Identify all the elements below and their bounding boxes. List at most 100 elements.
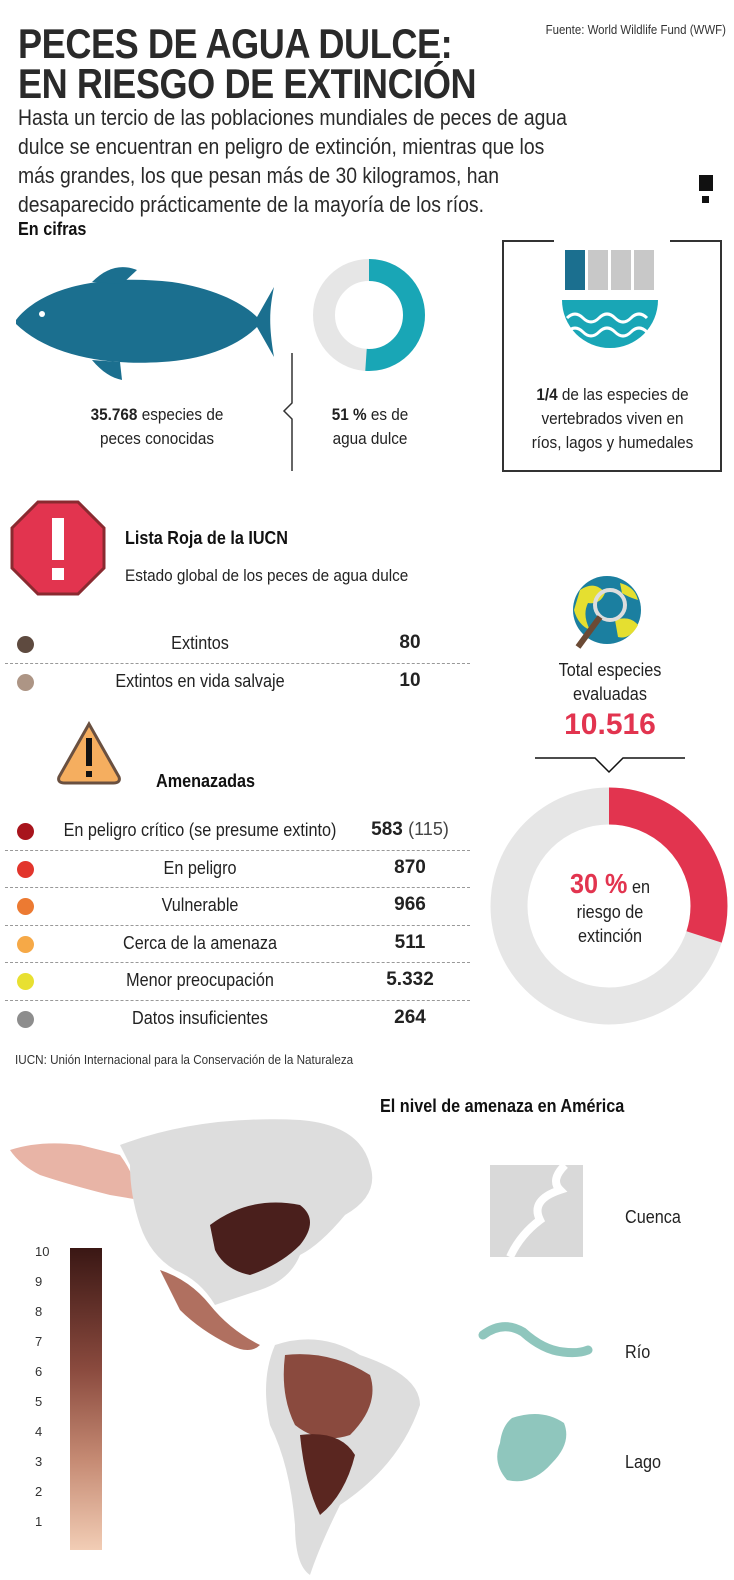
status-dot-icon — [17, 823, 34, 840]
status-label: Datos insuficientes — [132, 1007, 268, 1028]
status-label: Vulnerable — [161, 895, 239, 915]
total-label-2: evaluadas — [573, 684, 647, 704]
map-title: El nivel de amenaza en América — [380, 1096, 625, 1116]
status-row: Extintos en vida salvaje 10 — [0, 665, 470, 702]
species-text-2: peces conocidas — [100, 429, 214, 448]
status-row: En peligro crítico (se presume extinto) … — [0, 814, 470, 851]
scale-label: 1 — [35, 1514, 43, 1529]
vertebrates-value: 1/4 — [536, 385, 558, 404]
status-value: 80 — [355, 632, 465, 654]
status-label: En peligro — [163, 857, 237, 878]
scale-label: 7 — [35, 1334, 43, 1349]
status-value: 5.332 — [355, 969, 465, 991]
status-count: 264 — [394, 1006, 426, 1028]
america-threat-map — [10, 1119, 420, 1575]
scale-label: 5 — [35, 1394, 43, 1409]
lake-legend-icon — [497, 1414, 567, 1482]
total-label-1: Total especies — [558, 660, 662, 680]
status-dot-icon — [17, 973, 34, 990]
vertebrates-box — [502, 240, 722, 472]
scale-label: 6 — [35, 1364, 43, 1379]
status-count: 870 — [394, 856, 426, 878]
legend-river-label: Río — [625, 1342, 651, 1362]
status-label: Extintos en vida salvaje — [115, 671, 285, 691]
title-line-2: EN RIESGO DE EXTINCIÓN — [18, 60, 477, 107]
source: Fuente: World Wildlife Fund (WWF) — [545, 22, 726, 37]
status-row: Datos insuficientes 264 — [0, 1002, 470, 1039]
status-value: 583 (115) — [355, 819, 465, 841]
status-label: Menor preocupación — [126, 970, 274, 990]
intro-text: Hasta un tercio de las poblaciones mundi… — [18, 105, 567, 217]
scale-label: 10 — [35, 1244, 50, 1259]
vertebrates-text-2: vertebrados viven en — [541, 409, 684, 428]
risk-text: en — [627, 877, 650, 897]
status-value: 10 — [355, 670, 465, 692]
status-dot-icon — [17, 860, 34, 878]
row-divider — [5, 663, 470, 664]
status-value: 511 — [355, 932, 465, 954]
vertebrates-stat: 1/4 de las especies de vertebrados viven … — [516, 383, 710, 455]
species-text: especies de — [137, 405, 224, 424]
risk-text-2: riesgo de — [576, 902, 644, 922]
status-count: 80 — [399, 632, 421, 653]
red-list-heading: Lista Roja de la IUCN — [125, 528, 288, 548]
title-line-1: PECES DE AGUA DULCE: — [18, 20, 453, 67]
warning-triangle-icon — [57, 721, 121, 785]
row-divider — [5, 849, 470, 851]
scale-label: 2 — [35, 1484, 43, 1499]
vertebrates-text-3: ríos, lagos y humedales — [531, 433, 694, 452]
risk-text-3: extinción — [578, 926, 642, 946]
total-value: 10.516 — [564, 708, 656, 741]
scale-label: 9 — [35, 1274, 43, 1289]
status-count: 5.332 — [386, 969, 434, 990]
species-stat: 35.768 especies de peces conocidas — [67, 403, 247, 451]
status-dot-icon — [17, 898, 34, 915]
freshwater-text-2: agua dulce — [332, 429, 408, 448]
status-dot-icon — [17, 636, 34, 653]
mississippi-basin — [210, 1202, 310, 1275]
efe-logo — [697, 150, 715, 205]
status-count: 10 — [399, 670, 421, 691]
risk-stat: 30 % en riesgo de extinción — [547, 868, 673, 948]
footnote: IUCN: Unión Internacional para la Conser… — [15, 1052, 354, 1067]
legend-basin-label: Cuenca — [625, 1207, 681, 1227]
status-value: 264 — [355, 1007, 465, 1029]
vertebrates-text: de las especies de — [557, 385, 689, 404]
row-divider — [5, 962, 470, 963]
status-dot-icon — [17, 1010, 34, 1028]
risk-donut — [490, 787, 728, 1025]
freshwater-text: es de — [366, 405, 409, 424]
pointer-divider — [535, 757, 685, 774]
status-extra: (115) — [408, 819, 449, 839]
status-value: 870 — [355, 857, 465, 879]
risk-value: 30 % — [570, 868, 628, 899]
basin-legend-icon — [490, 1165, 583, 1257]
scale-label: 3 — [35, 1454, 43, 1469]
status-row: Vulnerable 966 — [0, 889, 470, 926]
status-row: Extintos 80 — [0, 627, 470, 664]
bracket-divider — [282, 353, 293, 471]
status-count: 511 — [394, 931, 426, 953]
river-legend-icon — [478, 1322, 593, 1358]
risk-donut-arc — [490, 787, 728, 1025]
status-label: En peligro crítico (se presume extinto) — [63, 820, 337, 840]
alaska-region — [10, 1143, 140, 1200]
parana-basin — [300, 1434, 355, 1515]
threat-color-scale — [70, 1248, 102, 1550]
freshwater-donut — [313, 259, 425, 371]
cifras-heading: En cifras — [18, 219, 87, 239]
globe-magnifier-icon — [573, 576, 641, 649]
status-count: 583 — [371, 819, 403, 840]
fish-icon — [16, 267, 274, 380]
status-row: Menor preocupación 5.332 — [0, 964, 470, 1001]
scale-label: 4 — [35, 1424, 43, 1439]
donut-freshwater-arc — [313, 259, 425, 371]
red-list-subtitle: Estado global de los peces de agua dulce — [125, 566, 409, 585]
status-row: Cerca de la amenaza 511 — [0, 927, 470, 964]
freshwater-stat: 51 % es de agua dulce — [307, 403, 433, 451]
status-dot-icon — [17, 674, 34, 691]
scale-label: 8 — [35, 1304, 43, 1319]
species-value: 35.768 — [90, 405, 138, 424]
status-label: Extintos — [171, 633, 229, 653]
status-dot-icon — [17, 935, 34, 953]
